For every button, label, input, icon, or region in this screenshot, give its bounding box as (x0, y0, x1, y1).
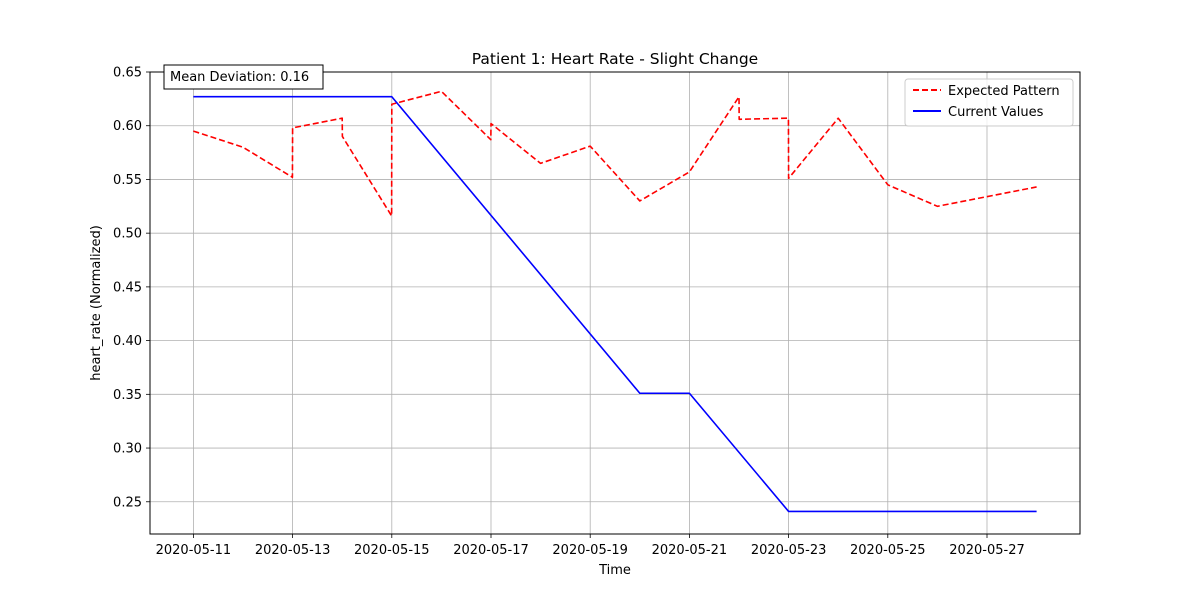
plot-frame (149, 71, 1081, 535)
y-tick-label: 0.55 (113, 173, 142, 188)
x-tick-label: 2020-05-15 (354, 543, 430, 558)
y-tick-label: 0.30 (113, 442, 142, 457)
x-tick-label: 2020-05-13 (255, 543, 331, 558)
x-tick-label: 2020-05-19 (552, 543, 628, 558)
series-line-current-values (193, 95, 1037, 513)
x-tick-label: 2020-05-27 (949, 543, 1025, 558)
y-axis: 0.25 0.30 0.35 0.40 0.45 0.50 0.55 0.60 0.65 (113, 66, 150, 510)
y-axis-label: heart_rate (Normalized) (89, 225, 104, 381)
legend: Expected Pattern Current Values (904, 78, 1074, 127)
x-tick-label: 2020-05-11 (156, 543, 232, 558)
x-tick-label: 2020-05-21 (652, 543, 728, 558)
legend-frame (904, 78, 1074, 127)
legend-label-expected: Expected Pattern (948, 84, 1060, 99)
chart-title: Patient 1: Heart Rate - Slight Change (472, 50, 758, 68)
y-tick-label: 0.45 (113, 280, 142, 295)
annotation-frame (163, 64, 324, 90)
y-tick-label: 0.35 (113, 388, 142, 403)
y-tick-label: 0.25 (113, 495, 142, 510)
series-line-expected-pattern (193, 90, 1037, 217)
x-tick-label: 2020-05-25 (850, 543, 926, 558)
legend-label-current: Current Values (948, 105, 1044, 120)
plot-area (150, 72, 1080, 534)
y-tick-label: 0.40 (113, 334, 142, 349)
x-axis: 2020-05-11 2020-05-13 2020-05-15 2020-05-17… (156, 534, 1025, 558)
series-layer (193, 90, 1037, 513)
x-tick-label: 2020-05-17 (453, 543, 529, 558)
y-tick-label: 0.50 (113, 227, 142, 242)
annotation-text: Mean Deviation: 0.16 (170, 70, 309, 85)
x-tick-label: 2020-05-23 (751, 543, 827, 558)
y-tick-label: 0.60 (113, 119, 142, 134)
x-axis-label: Time (598, 563, 631, 578)
annotation-box: Mean Deviation: 0.16 (163, 64, 324, 90)
y-tick-label: 0.65 (113, 66, 142, 81)
